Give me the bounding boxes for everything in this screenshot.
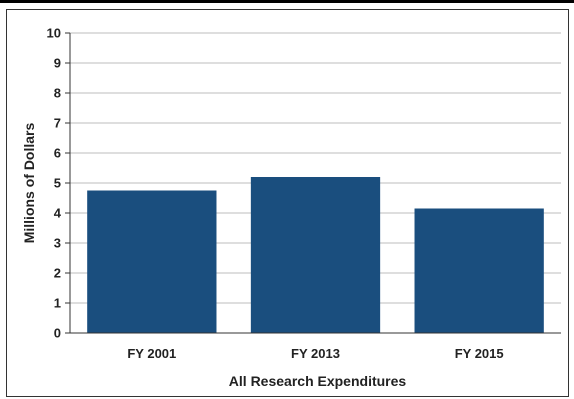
- bar: [414, 208, 544, 333]
- y-tick-label: 3: [54, 236, 61, 251]
- axes: [69, 33, 561, 334]
- y-tick-label: 10: [47, 26, 61, 41]
- x-tick-label: FY 2001: [127, 346, 176, 361]
- x-tick-label: FY 2013: [291, 346, 340, 361]
- y-tick-label: 7: [54, 116, 61, 131]
- top-rule: [0, 0, 574, 3]
- bars: [87, 177, 544, 333]
- y-tick-label: 6: [54, 146, 61, 161]
- y-tick-label: 9: [54, 56, 61, 71]
- y-tick-label: 2: [54, 266, 61, 281]
- y-tick-labels: 0 1 2 3 4 5 6 7 8 9 10: [47, 26, 62, 341]
- y-tick-label: 5: [54, 176, 61, 191]
- y-tick-label: 0: [54, 326, 61, 341]
- x-tick-label: FY 2015: [455, 346, 504, 361]
- bar: [87, 190, 217, 333]
- x-axis-title: All Research Expenditures: [229, 373, 407, 389]
- y-axis-title: Millions of Dollars: [21, 123, 37, 244]
- y-tick-label: 1: [54, 296, 61, 311]
- x-tick-labels: FY 2001 FY 2013 FY 2015: [127, 346, 503, 361]
- y-tick-label: 8: [54, 86, 61, 101]
- bar: [250, 177, 381, 333]
- y-tick-label: 4: [54, 206, 62, 221]
